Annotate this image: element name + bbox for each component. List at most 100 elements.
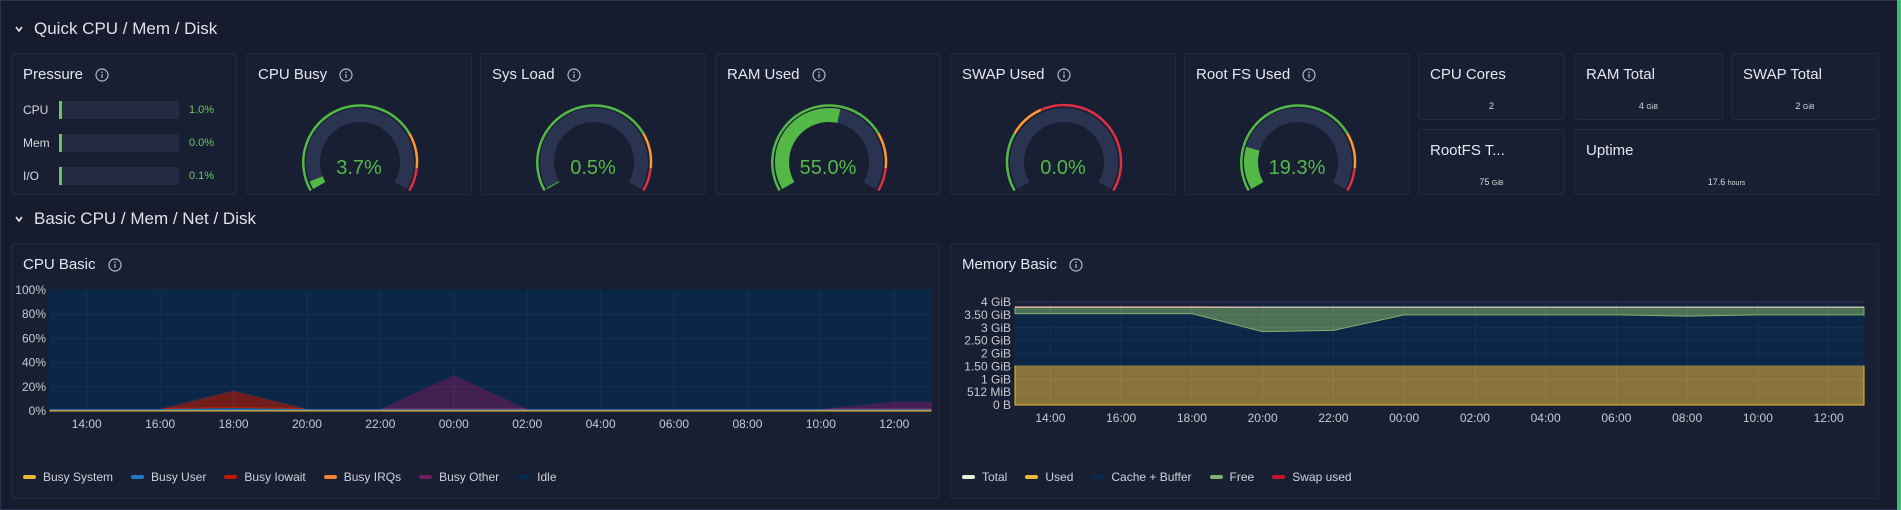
panel-title-text: Sys Load bbox=[492, 66, 555, 83]
pressure-bar-fill bbox=[59, 134, 62, 152]
gauge-threshold-arc bbox=[408, 167, 418, 192]
stat-unit: GiB bbox=[1491, 180, 1504, 187]
panel-title: RootFS T... bbox=[1430, 142, 1505, 159]
series-area bbox=[1014, 313, 1865, 366]
stat-value: 17.6 hours bbox=[1575, 177, 1878, 187]
x-tick-label: 06:00 bbox=[1601, 411, 1631, 425]
x-tick-label: 12:00 bbox=[1814, 411, 1844, 425]
pressure-label: Mem bbox=[23, 136, 50, 150]
panel-gauge: SWAP Used 0.0% bbox=[950, 53, 1176, 195]
info-icon[interactable] bbox=[95, 67, 109, 82]
info-icon[interactable] bbox=[811, 67, 826, 82]
legend-label: Swap used bbox=[1292, 470, 1352, 484]
x-tick-label: 02:00 bbox=[512, 417, 542, 431]
panel-ram-total: RAM Total 4 GiB bbox=[1574, 53, 1723, 120]
gauge-value: 0.0% bbox=[1040, 157, 1086, 179]
legend-swatch bbox=[224, 475, 238, 479]
legend-label: Free bbox=[1229, 470, 1255, 484]
pressure-bar-fill bbox=[59, 101, 62, 119]
gauge-track bbox=[1010, 108, 1118, 189]
stat-number: 2 bbox=[1488, 101, 1494, 111]
x-tick-label: 10:00 bbox=[1743, 411, 1773, 425]
legend-item[interactable]: Busy Iowait bbox=[224, 470, 306, 484]
x-tick-label: 14:00 bbox=[72, 417, 102, 431]
y-tick-label: 100% bbox=[15, 284, 46, 297]
row-title: Basic CPU / Mem / Net / Disk bbox=[34, 209, 256, 228]
stat-number: 2 bbox=[1795, 101, 1801, 111]
pressure-value: 0.0% bbox=[189, 137, 215, 149]
legend-swatch bbox=[1272, 475, 1286, 479]
panel-uptime: Uptime 17.6 hours bbox=[1574, 129, 1879, 195]
info-icon[interactable] bbox=[107, 257, 122, 272]
gauge-threshold-arc bbox=[1240, 104, 1349, 192]
x-tick-label: 06:00 bbox=[659, 417, 689, 431]
y-tick-label: 512 MiB bbox=[967, 385, 1011, 399]
gauge-value: 55.0% bbox=[799, 157, 857, 179]
gauge-graphic bbox=[771, 104, 888, 192]
x-tick-label: 04:00 bbox=[586, 417, 616, 431]
memory-legend: Total Used Cache + Buffer Free Swap used bbox=[962, 470, 1352, 484]
panel-title: SWAP Total bbox=[1743, 66, 1822, 83]
legend-item[interactable]: Busy System bbox=[23, 470, 113, 484]
panel-title: RAM Used bbox=[727, 66, 826, 83]
series-area bbox=[49, 289, 932, 410]
legend-swatch bbox=[517, 475, 531, 479]
pressure-bar bbox=[59, 134, 179, 152]
legend-item[interactable]: Busy IRQs bbox=[323, 470, 401, 484]
x-tick-label: 10:00 bbox=[806, 417, 836, 431]
info-icon[interactable] bbox=[1069, 257, 1083, 272]
x-tick-label: 08:00 bbox=[1672, 411, 1702, 425]
legend-item[interactable]: Busy User bbox=[131, 470, 206, 484]
y-tick-label: 3.50 GiB bbox=[964, 308, 1011, 322]
panel-title-text: RAM Used bbox=[727, 66, 800, 83]
info-icon[interactable] bbox=[1302, 67, 1316, 82]
legend-item[interactable]: Swap used bbox=[1272, 470, 1352, 484]
pressure-label: CPU bbox=[23, 103, 49, 117]
legend-item[interactable]: Used bbox=[1025, 470, 1073, 484]
row-header-quick[interactable]: Quick CPU / Mem / Disk bbox=[14, 17, 217, 41]
gauge-threshold-arc bbox=[408, 132, 419, 169]
panel-title-text: Memory Basic bbox=[962, 256, 1058, 273]
y-tick-label: 0% bbox=[29, 404, 47, 418]
gauge-value: 3.7% bbox=[336, 157, 382, 179]
panel-gauge: Sys Load 0.5% bbox=[480, 53, 706, 195]
panel-title: Pressure bbox=[23, 66, 109, 83]
gauge-threshold-arc bbox=[1346, 167, 1356, 192]
panel-title-text: Root FS Used bbox=[1196, 66, 1291, 83]
stat-value: 75 GiB bbox=[1419, 177, 1564, 187]
y-tick-label: 40% bbox=[22, 356, 46, 370]
scrollbar[interactable] bbox=[1897, 0, 1901, 510]
info-icon[interactable] bbox=[566, 67, 581, 82]
chevron-down-icon bbox=[15, 26, 23, 33]
gauge-value: 19.3% bbox=[1268, 157, 1326, 179]
legend-item[interactable]: Total bbox=[962, 470, 1007, 484]
panel-title: SWAP Used bbox=[962, 66, 1071, 83]
gauge-threshold-arc bbox=[302, 104, 411, 192]
cpu-basic-chart[interactable]: 0% 20% 40% 60% 80% 100% 14:00 16:00 18:00 20:00 22… bbox=[12, 284, 941, 494]
panel-cpu-cores: CPU Cores 2 bbox=[1418, 53, 1565, 120]
gauge-value-arc bbox=[1244, 146, 1264, 189]
x-tick-label: 14:00 bbox=[1035, 411, 1065, 425]
gauge-threshold-arc bbox=[1040, 103, 1123, 192]
x-tick-label: 20:00 bbox=[292, 417, 322, 431]
x-tick-label: 16:00 bbox=[145, 417, 175, 431]
y-tick-label: 60% bbox=[22, 331, 46, 345]
legend-item[interactable]: Cache + Buffer bbox=[1091, 470, 1192, 484]
panel-title: RAM Total bbox=[1586, 66, 1655, 83]
info-icon[interactable] bbox=[1056, 67, 1071, 82]
info-icon[interactable] bbox=[339, 67, 353, 82]
gauge-graphic bbox=[302, 104, 419, 192]
panel-gauge: CPU Busy 3.7% bbox=[246, 53, 472, 195]
x-tick-label: 18:00 bbox=[219, 417, 249, 431]
stat-value: 2 GiB bbox=[1732, 101, 1878, 111]
y-tick-label: 2 GiB bbox=[981, 347, 1011, 361]
x-tick-label: 16:00 bbox=[1106, 411, 1136, 425]
legend-item[interactable]: Free bbox=[1209, 470, 1255, 484]
legend-item[interactable]: Busy Other bbox=[419, 470, 499, 484]
gauge-threshold-arc bbox=[1005, 132, 1016, 192]
row-header-basic[interactable]: Basic CPU / Mem / Net / Disk bbox=[14, 207, 256, 231]
legend-swatch bbox=[962, 475, 975, 479]
legend-item[interactable]: Idle bbox=[517, 470, 557, 484]
legend-swatch bbox=[419, 475, 433, 479]
